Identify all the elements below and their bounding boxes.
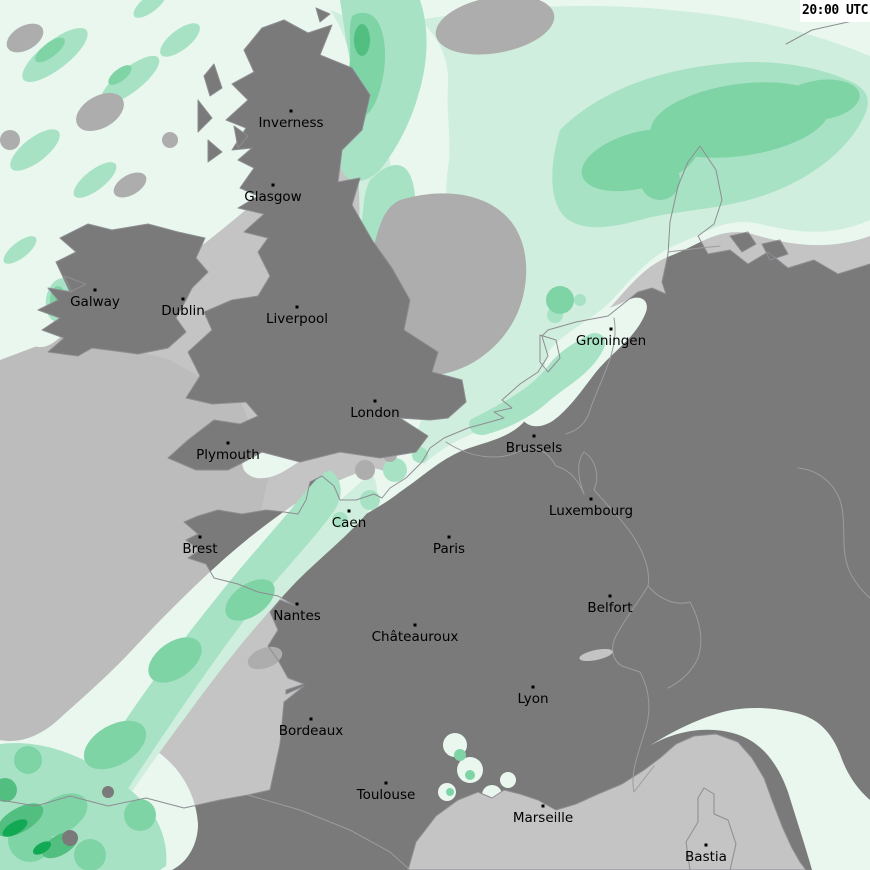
city-dot	[532, 434, 536, 438]
city-dot	[93, 288, 97, 292]
city-label: Nantes	[273, 608, 321, 624]
city-dot	[413, 623, 417, 627]
city-belfort: Belfort	[587, 594, 633, 616]
city-brest: Brest	[182, 535, 218, 557]
timestamp-badge: 20:00 UTC	[800, 0, 870, 22]
city-london: London	[350, 399, 400, 421]
city-inverness: Inverness	[258, 109, 324, 131]
city-label: Luxembourg	[549, 503, 633, 519]
city-label: Lyon	[517, 691, 548, 707]
city-chteauroux: Châteauroux	[372, 623, 459, 645]
city-dot	[347, 509, 351, 513]
city-dot	[531, 685, 535, 689]
city-dublin: Dublin	[161, 297, 205, 319]
city-label: Dublin	[161, 303, 205, 319]
city-dot	[447, 535, 451, 539]
city-dot	[541, 804, 545, 808]
city-brussels: Brussels	[506, 434, 563, 456]
city-bastia: Bastia	[685, 843, 727, 865]
city-lyon: Lyon	[517, 685, 549, 707]
city-label: Toulouse	[356, 787, 416, 803]
city-dot	[198, 535, 202, 539]
city-label: Marseille	[513, 810, 573, 826]
city-dot	[309, 717, 313, 721]
city-dot	[704, 843, 708, 847]
city-bordeaux: Bordeaux	[279, 717, 344, 739]
city-label: Plymouth	[196, 447, 260, 463]
city-luxembourg: Luxembourg	[549, 497, 633, 519]
city-galway: Galway	[70, 288, 120, 310]
city-caen: Caen	[332, 509, 367, 531]
city-label: Galway	[70, 294, 120, 310]
city-dot	[289, 109, 293, 113]
city-label: Groningen	[576, 333, 646, 349]
city-dot	[295, 602, 299, 606]
city-label: Liverpool	[266, 311, 328, 327]
city-dot	[373, 399, 377, 403]
city-label: Paris	[433, 541, 465, 557]
cloud-layer	[0, 0, 555, 670]
city-nantes: Nantes	[273, 602, 321, 624]
city-label: Bordeaux	[279, 723, 344, 739]
city-label: Caen	[332, 515, 367, 531]
city-liverpool: Liverpool	[266, 305, 328, 327]
city-dot	[608, 594, 612, 598]
city-dot	[589, 497, 593, 501]
city-label: Inverness	[258, 115, 323, 131]
city-dot	[226, 441, 230, 445]
city-dot	[271, 183, 275, 187]
city-toulouse: Toulouse	[356, 781, 416, 803]
city-groningen: Groningen	[576, 327, 646, 349]
city-label: Belfort	[587, 600, 632, 616]
city-paris: Paris	[433, 535, 465, 557]
city-label: Brest	[182, 541, 217, 557]
timestamp-text: 20:00 UTC	[802, 3, 868, 18]
city-dot	[295, 305, 299, 309]
city-label: Châteauroux	[372, 629, 459, 645]
city-dot	[181, 297, 185, 301]
city-label: Glasgow	[244, 189, 301, 205]
border-layer	[247, 245, 870, 870]
lake-layer	[579, 648, 613, 662]
city-glasgow: Glasgow	[244, 183, 302, 205]
city-label: Bastia	[685, 849, 727, 865]
city-label: Brussels	[506, 440, 563, 456]
city-label: London	[350, 405, 400, 421]
city-plymouth: Plymouth	[196, 441, 260, 463]
city-dot	[384, 781, 388, 785]
city-dot	[609, 327, 613, 331]
city-marseille: Marseille	[513, 804, 573, 826]
city-layer: Inverness Glasgow Galway Dublin Liverpool Gro…	[70, 109, 727, 865]
